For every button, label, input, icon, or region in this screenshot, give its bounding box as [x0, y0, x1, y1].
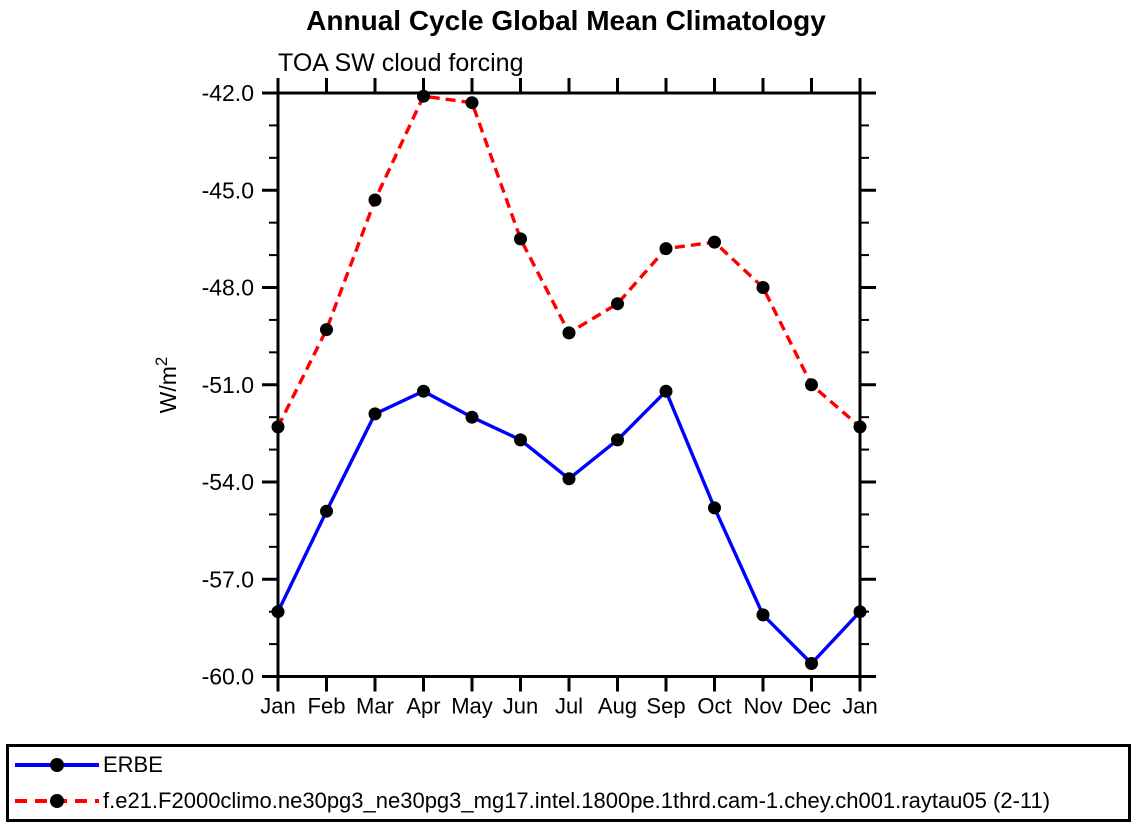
data-point: [562, 326, 576, 340]
data-point: [708, 501, 721, 515]
chart-title: Annual Cycle Global Mean Climatology: [306, 5, 826, 36]
legend-marker-dot: [50, 794, 64, 808]
data-point: [271, 420, 285, 434]
legend-label-model: f.e21.F2000climo.ne30pg3_ne30pg3_mg17.in…: [103, 788, 1051, 813]
data-point: [320, 504, 333, 518]
x-tick-label: Apr: [406, 694, 440, 719]
data-point: [465, 410, 479, 424]
data-point: [368, 193, 382, 207]
series-line-1: [276, 94, 862, 429]
series-line-0: [276, 389, 862, 666]
x-tick-label: Oct: [697, 694, 731, 719]
y-tick-label: -51.0: [202, 372, 254, 398]
x-tick-label: Nov: [743, 694, 782, 719]
legend-label-erbe: ERBE: [103, 752, 163, 777]
data-point: [805, 657, 818, 670]
legend-row-model: f.e21.F2000climo.ne30pg3_ne30pg3_mg17.in…: [9, 783, 1128, 819]
x-tick-label: Jul: [555, 694, 583, 719]
y-tick-label: -48.0: [202, 275, 254, 301]
data-point: [417, 384, 430, 398]
legend-marker-dot: [50, 758, 64, 772]
data-point: [756, 608, 770, 622]
data-point: [271, 605, 285, 619]
data-point: [611, 433, 624, 447]
x-tick-label: May: [451, 694, 493, 719]
plot-border: [276, 91, 862, 678]
y-tick-label: -60.0: [202, 664, 254, 690]
x-tick-label: Jan: [260, 694, 295, 719]
x-tick-label: Aug: [598, 694, 637, 719]
y-tick-label: -57.0: [202, 566, 254, 592]
legend: ERBE f.e21.F2000climo.ne30pg3_ne30pg3_mg…: [6, 744, 1131, 822]
data-point: [368, 407, 382, 421]
axes: Jan Feb Mar Apr May Jun Jul Aug Sep Oct Nov Dec Jan-…: [202, 78, 878, 719]
x-tick-label: Sep: [646, 694, 685, 719]
data-point: [756, 281, 770, 294]
y-tick-label: -42.0: [202, 80, 254, 106]
legend-sample-erbe: [15, 757, 99, 773]
y-axis-label: W/m2: [152, 357, 181, 414]
data-point: [417, 89, 430, 103]
data-point: [465, 96, 479, 110]
x-tick-label: Feb: [308, 694, 346, 719]
data-point: [514, 433, 527, 447]
data-point: [562, 472, 576, 486]
series-lines: [271, 89, 867, 670]
legend-row-erbe: ERBE: [9, 747, 1128, 783]
x-tick-label: Jan: [842, 694, 877, 719]
x-tick-label: Mar: [356, 694, 394, 719]
data-point: [659, 242, 673, 256]
data-point: [659, 384, 673, 398]
data-point: [320, 323, 333, 337]
x-tick-label: Jun: [503, 694, 538, 719]
legend-sample-model: [15, 793, 99, 809]
data-point: [853, 605, 867, 619]
x-tick-label: Dec: [792, 694, 831, 719]
data-point: [514, 232, 527, 246]
y-tick-label: -54.0: [202, 469, 254, 495]
data-point: [708, 235, 721, 249]
y-tick-label: -45.0: [202, 177, 254, 203]
data-point: [805, 378, 818, 392]
chart-subtitle: TOA SW cloud forcing: [278, 49, 523, 77]
plot-svg: Annual Cycle Global Mean Climatology TOA…: [152, 5, 878, 719]
data-point: [853, 420, 867, 434]
data-point: [611, 297, 624, 311]
